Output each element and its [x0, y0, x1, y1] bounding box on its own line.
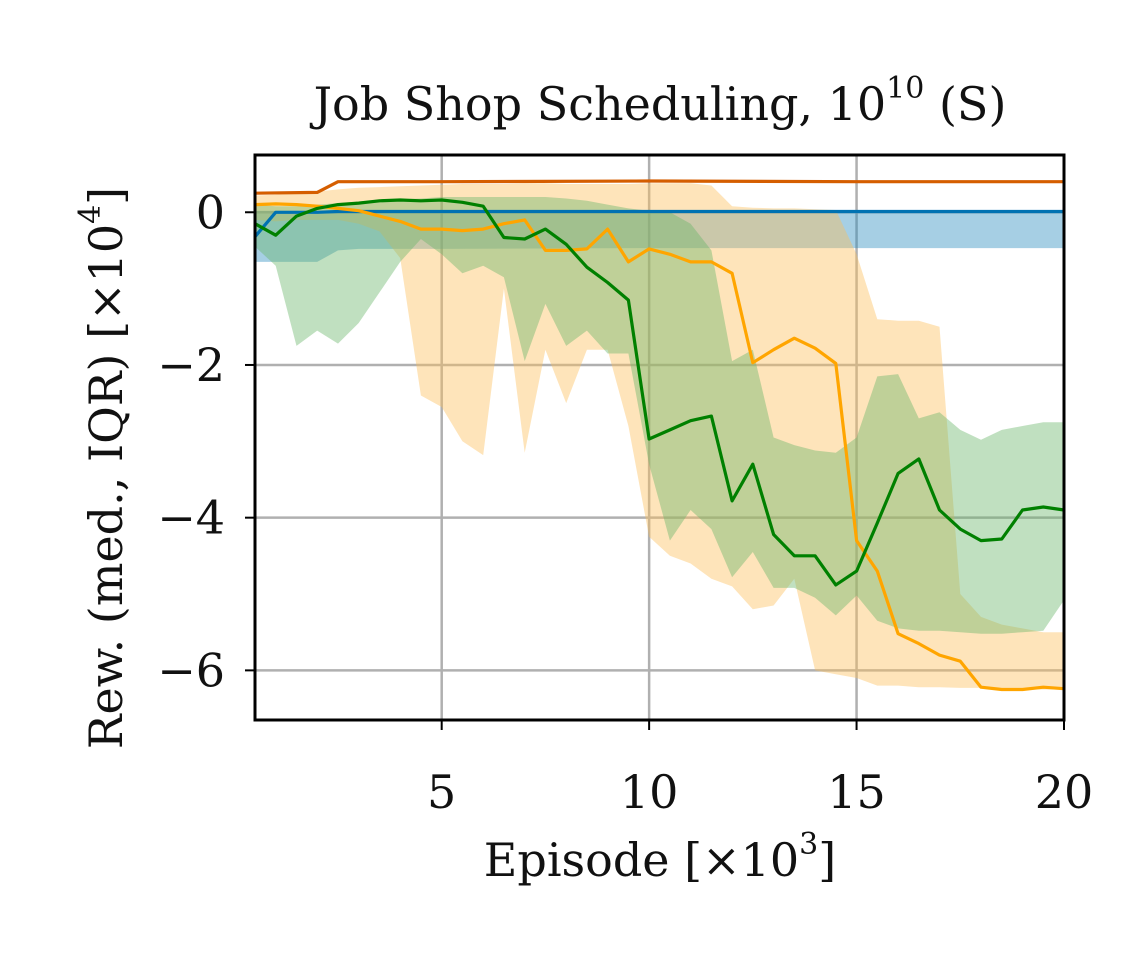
median-line-3	[254, 198, 1065, 587]
x-tick-label: 20	[1035, 765, 1094, 819]
x-axis-label: Episode [×103]	[484, 827, 836, 887]
median-line-0	[254, 179, 1064, 195]
y-tick-label: −6	[157, 643, 225, 697]
median-lines	[253, 179, 1065, 692]
y-axis-label: Rew. (med., IQR) [×104]	[73, 187, 133, 749]
ticks: 5 10 15 20 0 −2 −4 −6	[157, 185, 1093, 819]
x-tick-label: 15	[827, 765, 886, 819]
iqr-band-3	[255, 197, 1064, 634]
y-tick-label: 0	[196, 185, 225, 239]
x-tick-label: 5	[427, 765, 456, 819]
chart-title: Job Shop Scheduling, 1010 (S)	[310, 71, 1007, 131]
x-tick-label: 10	[620, 765, 679, 819]
y-tick-label: −4	[157, 491, 225, 545]
median-line-2	[254, 202, 1065, 692]
plot-frame	[253, 153, 1066, 722]
iqr-bands	[255, 183, 1064, 690]
y-tick-label: −2	[157, 338, 225, 392]
iqr-band-1	[255, 210, 1064, 262]
